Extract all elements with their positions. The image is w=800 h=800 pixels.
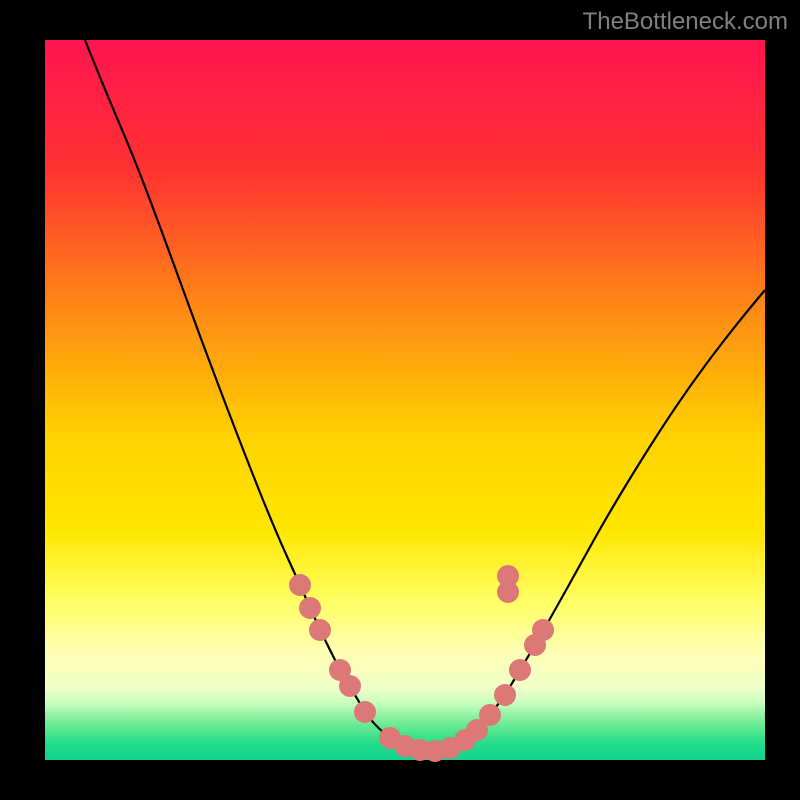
data-markers-layer — [45, 40, 765, 760]
watermark-text: TheBottleneck.com — [583, 8, 788, 36]
data-marker — [509, 659, 531, 681]
data-marker — [289, 574, 311, 596]
data-marker — [299, 597, 321, 619]
plot-area — [45, 40, 765, 760]
data-marker — [479, 704, 501, 726]
data-marker — [532, 619, 554, 641]
data-marker — [309, 619, 331, 641]
data-marker — [354, 701, 376, 723]
data-marker — [339, 675, 361, 697]
data-marker — [494, 684, 516, 706]
data-marker — [497, 581, 519, 603]
